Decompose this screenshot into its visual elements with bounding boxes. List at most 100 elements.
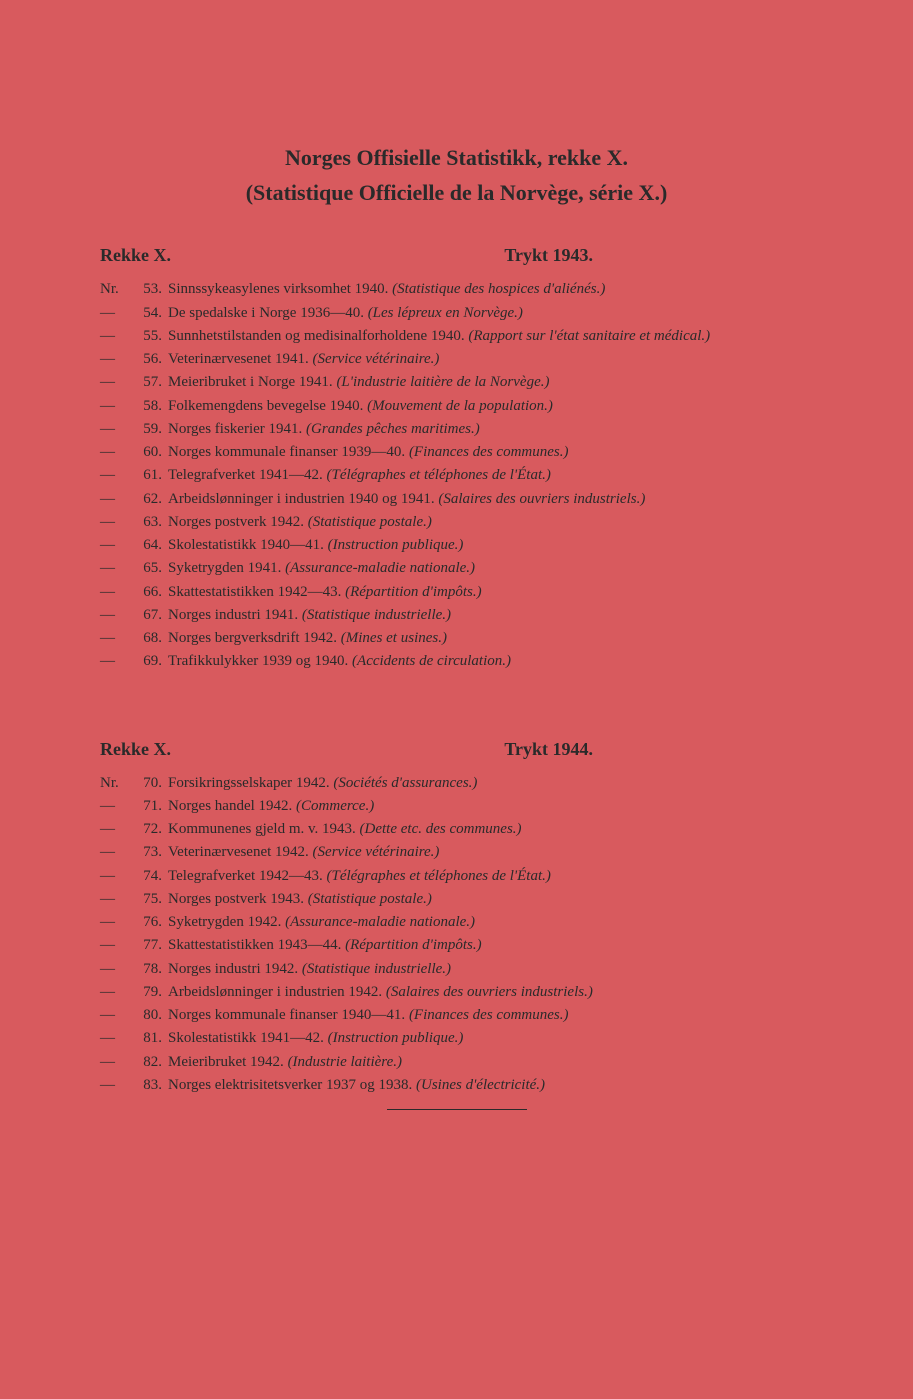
entry-row: —68.Norges bergverksdrift 1942. (Mines e… — [100, 627, 813, 650]
entry-prefix: — — [100, 911, 138, 934]
entry-title: Norges fiskerier 1941. — [168, 421, 302, 437]
entry-row: —77.Skattestatistikken 1943—44. (Réparti… — [100, 934, 813, 957]
entry-row: —73.Veterinærvesenet 1942. (Service vété… — [100, 841, 813, 864]
entry-title: Norges elektrisitetsverker 1937 og 1938. — [168, 1077, 412, 1093]
section-header-right: Trykt 1944. — [504, 739, 593, 760]
entry-subtitle: (Usines d'électricité.) — [416, 1077, 545, 1093]
entry-prefix: — — [100, 865, 138, 888]
entry-row: —83.Norges elektrisitetsverker 1937 og 1… — [100, 1074, 813, 1097]
entry-number: 56. — [138, 348, 168, 371]
section-gap — [100, 674, 813, 734]
entry-row: —65.Syketrygden 1941. (Assurance-maladie… — [100, 557, 813, 580]
entry-title: Arbeidslønninger i industrien 1942. — [168, 984, 382, 1000]
entry-number: 75. — [138, 888, 168, 911]
entry-title: Skattestatistikken 1943—44. — [168, 937, 341, 953]
entry-subtitle: (Finances des communes.) — [409, 444, 569, 460]
entries-list: Nr.70.Forsikringsselskaper 1942. (Sociét… — [100, 772, 813, 1098]
entry-row: —78.Norges industri 1942. (Statistique i… — [100, 958, 813, 981]
entry-prefix: — — [100, 888, 138, 911]
entry-prefix: — — [100, 981, 138, 1004]
entry-subtitle: (Service vétérinaire.) — [313, 844, 440, 860]
entry-title: Norges industri 1942. — [168, 961, 298, 977]
entry-prefix: — — [100, 841, 138, 864]
entry-title: Norges postverk 1943. — [168, 891, 304, 907]
entry-subtitle: (Assurance-maladie nationale.) — [285, 914, 475, 930]
entry-title: Syketrygden 1942. — [168, 914, 281, 930]
entry-title: Syketrygden 1941. — [168, 560, 281, 576]
entry-subtitle: (Répartition d'impôts.) — [345, 584, 482, 600]
entry-text: Kommunenes gjeld m. v. 1943. (Dette etc.… — [168, 818, 813, 841]
entry-title: Skolestatistikk 1941—42. — [168, 1030, 324, 1046]
entry-subtitle: (Sociétés d'assurances.) — [333, 775, 477, 791]
entry-text: Telegrafverket 1941—42. (Télégraphes et … — [168, 464, 813, 487]
entry-prefix: — — [100, 464, 138, 487]
section-header-right: Trykt 1943. — [504, 245, 593, 266]
entry-title: Norges kommunale finanser 1940—41. — [168, 1007, 405, 1023]
entry-text: Veterinærvesenet 1942. (Service vétérina… — [168, 841, 813, 864]
entry-text: Syketrygden 1942. (Assurance-maladie nat… — [168, 911, 813, 934]
entry-text: Norges postverk 1943. (Statistique posta… — [168, 888, 813, 911]
entry-number: 57. — [138, 371, 168, 394]
entry-prefix: — — [100, 627, 138, 650]
entry-text: Syketrygden 1941. (Assurance-maladie nat… — [168, 557, 813, 580]
entry-number: 81. — [138, 1027, 168, 1050]
entry-subtitle: (Service vétérinaire.) — [313, 351, 440, 367]
entry-text: Folkemengdens bevegelse 1940. (Mouvement… — [168, 395, 813, 418]
entry-prefix: — — [100, 818, 138, 841]
entry-prefix: — — [100, 488, 138, 511]
entry-number: 71. — [138, 795, 168, 818]
entry-text: Skattestatistikken 1942—43. (Répartition… — [168, 581, 813, 604]
entry-row: Nr.70.Forsikringsselskaper 1942. (Sociét… — [100, 772, 813, 795]
entry-row: —67.Norges industri 1941. (Statistique i… — [100, 604, 813, 627]
entry-prefix: — — [100, 418, 138, 441]
entry-prefix: — — [100, 534, 138, 557]
entry-text: Norges fiskerier 1941. (Grandes pêches m… — [168, 418, 813, 441]
entry-number: 54. — [138, 302, 168, 325]
entry-number: 76. — [138, 911, 168, 934]
entry-prefix: Nr. — [100, 278, 138, 301]
entry-text: Veterinærvesenet 1941. (Service vétérina… — [168, 348, 813, 371]
entry-text: Sunnhetstilstanden og medisinalforholden… — [168, 325, 813, 348]
entry-text: Arbeidslønninger i industrien 1942. (Sal… — [168, 981, 813, 1004]
entry-row: —75.Norges postverk 1943. (Statistique p… — [100, 888, 813, 911]
entry-prefix: — — [100, 1027, 138, 1050]
entry-prefix: — — [100, 511, 138, 534]
entry-number: 68. — [138, 627, 168, 650]
entry-subtitle: (Assurance-maladie nationale.) — [285, 560, 475, 576]
entry-prefix: — — [100, 395, 138, 418]
title-block: Norges Offisielle Statistikk, rekke X. (… — [100, 140, 813, 210]
entry-row: —69.Trafikkulykker 1939 og 1940. (Accide… — [100, 650, 813, 673]
entry-subtitle: (Salaires des ouvriers industriels.) — [386, 984, 593, 1000]
entry-number: 80. — [138, 1004, 168, 1027]
entry-subtitle: (Salaires des ouvriers industriels.) — [438, 491, 645, 507]
entry-title: Norges handel 1942. — [168, 798, 292, 814]
entry-number: 63. — [138, 511, 168, 534]
entry-text: Norges industri 1941. (Statistique indus… — [168, 604, 813, 627]
entry-row: —64.Skolestatistikk 1940—41. (Instructio… — [100, 534, 813, 557]
entry-row: —63.Norges postverk 1942. (Statistique p… — [100, 511, 813, 534]
entry-title: Sunnhetstilstanden og medisinalforholden… — [168, 328, 465, 344]
entry-number: 64. — [138, 534, 168, 557]
entry-title: Meieribruket i Norge 1941. — [168, 374, 333, 390]
entry-row: —55.Sunnhetstilstanden og medisinalforho… — [100, 325, 813, 348]
entry-subtitle: (Statistique postale.) — [308, 891, 432, 907]
entry-number: 70. — [138, 772, 168, 795]
entry-title: De spedalske i Norge 1936—40. — [168, 305, 364, 321]
entry-row: —54.De spedalske i Norge 1936—40. (Les l… — [100, 302, 813, 325]
entry-prefix: — — [100, 557, 138, 580]
entry-subtitle: (Instruction publique.) — [328, 537, 464, 553]
entry-subtitle: (Télégraphes et téléphones de l'État.) — [326, 467, 550, 483]
entry-number: 83. — [138, 1074, 168, 1097]
entry-row: —72.Kommunenes gjeld m. v. 1943. (Dette … — [100, 818, 813, 841]
section-header: Rekke X.Trykt 1944. — [100, 739, 813, 760]
entry-subtitle: (Statistique postale.) — [308, 514, 432, 530]
entry-title: Arbeidslønninger i industrien 1940 og 19… — [168, 491, 435, 507]
entry-number: 66. — [138, 581, 168, 604]
entry-prefix: Nr. — [100, 772, 138, 795]
entry-subtitle: (L'industrie laitière de la Norvège.) — [336, 374, 549, 390]
title-line-1: Norges Offisielle Statistikk, rekke X. — [100, 140, 813, 175]
entry-subtitle: (Dette etc. des communes.) — [360, 821, 522, 837]
entry-text: Meieribruket 1942. (Industrie laitière.) — [168, 1051, 813, 1074]
entry-title: Meieribruket 1942. — [168, 1054, 284, 1070]
sections-container: Rekke X.Trykt 1943.Nr.53.Sinnssykeasylen… — [100, 245, 813, 1110]
